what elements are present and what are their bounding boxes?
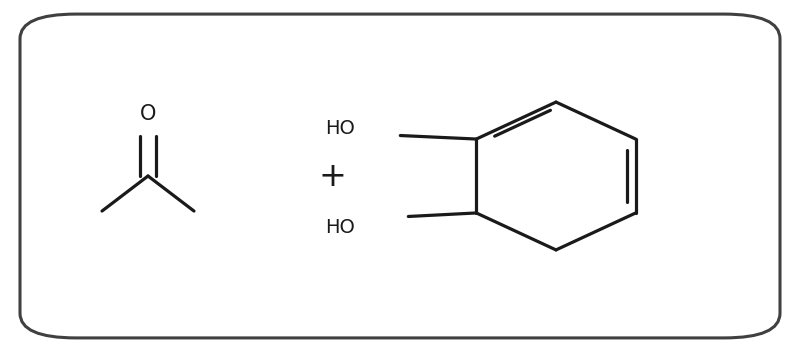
Text: HO: HO — [326, 218, 355, 237]
Text: O: O — [140, 105, 156, 124]
Text: +: + — [318, 159, 346, 193]
FancyBboxPatch shape — [20, 14, 780, 338]
Text: HO: HO — [326, 119, 355, 138]
